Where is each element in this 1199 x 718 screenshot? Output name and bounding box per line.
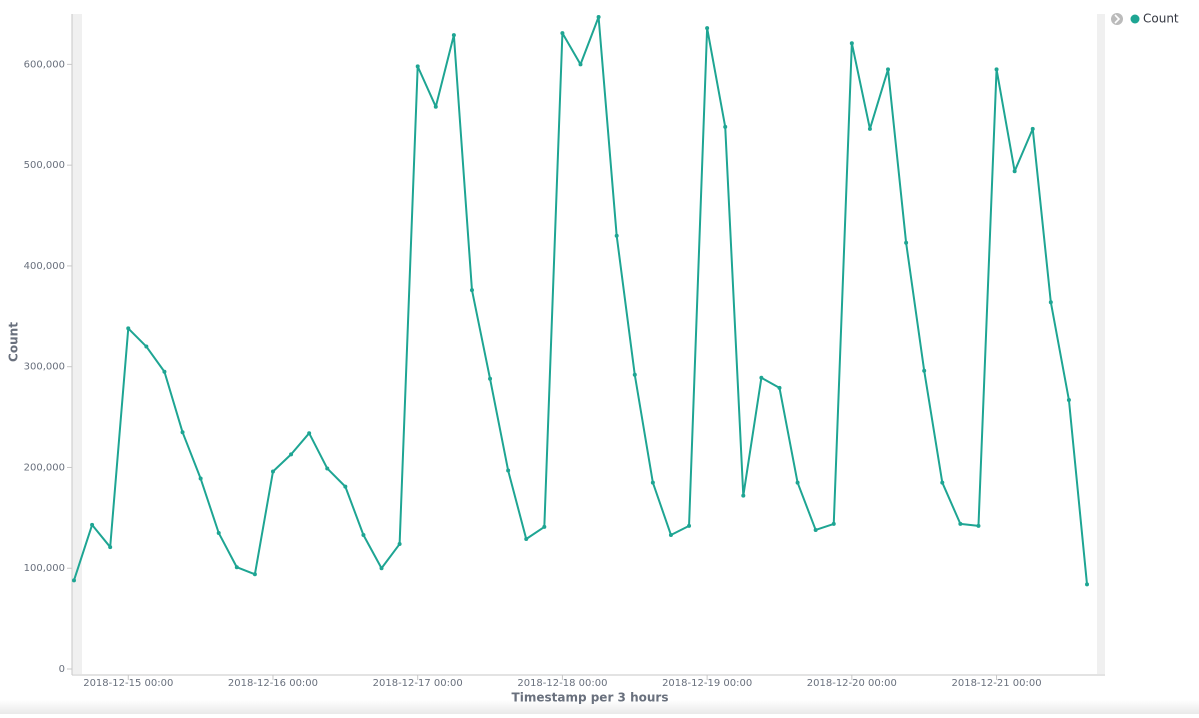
point (488, 376, 493, 381)
point (1048, 300, 1053, 305)
point (289, 452, 294, 457)
point (904, 240, 909, 245)
x-tick-label: 2018-12-18 00:00 (517, 678, 607, 689)
point (144, 344, 149, 349)
point (759, 375, 764, 380)
y-axis-title: Count (7, 322, 21, 362)
point (994, 67, 999, 72)
x-tick-label: 2018-12-21 00:00 (951, 678, 1041, 689)
point (433, 104, 438, 109)
point (976, 523, 981, 528)
point (451, 33, 456, 38)
point (723, 124, 728, 129)
x-tick-label: 2018-12-15 00:00 (83, 678, 173, 689)
x-tick-label: 2018-12-17 00:00 (373, 678, 463, 689)
right-gutter (1097, 14, 1105, 674)
point (469, 288, 474, 293)
point (397, 542, 402, 547)
point (108, 545, 113, 550)
point (795, 480, 800, 485)
point (596, 15, 601, 20)
point (379, 566, 384, 571)
point (1085, 582, 1089, 587)
point (325, 466, 330, 471)
point (578, 62, 583, 67)
point (252, 572, 257, 577)
point (650, 480, 655, 485)
point (958, 521, 963, 526)
point (940, 480, 945, 485)
point (831, 521, 836, 526)
x-tick-label: 2018-12-19 00:00 (662, 678, 752, 689)
point (705, 26, 710, 31)
point (849, 41, 854, 46)
line (73, 16, 1088, 585)
left-gutter (72, 14, 82, 674)
point (216, 530, 221, 535)
x-tick-label: 2018-12-16 00:00 (228, 678, 318, 689)
point (614, 233, 619, 238)
point (886, 67, 891, 72)
point (234, 565, 239, 570)
point (867, 126, 872, 131)
point (777, 385, 782, 390)
point (343, 484, 348, 489)
legend-label[interactable]: Count (1143, 12, 1179, 26)
point (741, 493, 746, 498)
point (162, 369, 167, 374)
x-axis-title: Timestamp per 3 hours (512, 691, 669, 705)
point (524, 537, 529, 542)
y-tick-label: 200,000 (24, 462, 65, 473)
bottom-shade (0, 700, 1199, 714)
point (72, 578, 76, 583)
point (126, 326, 131, 331)
point (361, 532, 366, 537)
y-tick-label: 300,000 (24, 362, 65, 373)
point (90, 522, 95, 527)
point (307, 431, 312, 436)
legend-toggle-icon (1114, 14, 1121, 24)
point (560, 31, 565, 36)
point (687, 523, 692, 528)
y-tick-label: 400,000 (24, 261, 65, 272)
point (415, 64, 420, 69)
point (922, 368, 927, 373)
y-tick-label: 600,000 (24, 59, 65, 70)
y-tick-label: 0 (59, 664, 65, 675)
point (668, 532, 673, 537)
point (198, 476, 203, 481)
legend-swatch (1130, 14, 1140, 24)
point (542, 524, 547, 529)
legend-toggle[interactable] (1111, 13, 1123, 25)
x-tick-label: 2018-12-20 00:00 (807, 678, 897, 689)
point (180, 430, 185, 435)
point (506, 468, 511, 473)
point (813, 527, 818, 532)
y-tick-label: 100,000 (24, 563, 65, 574)
point (1030, 126, 1035, 131)
y-tick-label: 500,000 (24, 160, 65, 171)
point (1066, 397, 1071, 402)
point (1012, 169, 1017, 174)
point (270, 469, 275, 474)
point (632, 372, 637, 377)
